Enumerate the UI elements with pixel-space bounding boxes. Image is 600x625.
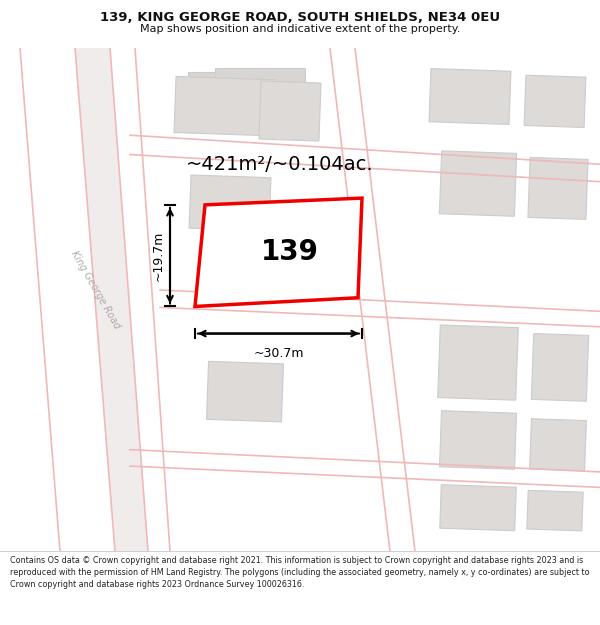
Bar [440, 411, 517, 469]
Text: Map shows position and indicative extent of the property.: Map shows position and indicative extent… [140, 24, 460, 34]
Bar [439, 151, 517, 216]
Polygon shape [75, 48, 148, 551]
Text: 139: 139 [261, 238, 319, 266]
Bar [527, 491, 583, 531]
Bar [206, 361, 284, 422]
Polygon shape [195, 198, 362, 306]
Polygon shape [210, 214, 321, 299]
Text: King George Road: King George Road [68, 249, 121, 331]
Bar [532, 334, 589, 401]
Bar [528, 158, 588, 219]
Bar [189, 175, 271, 231]
Bar [174, 76, 276, 136]
Bar [524, 75, 586, 128]
Bar [530, 419, 586, 471]
Bar [215, 69, 305, 115]
Text: ~421m²/~0.104ac.: ~421m²/~0.104ac. [186, 155, 374, 174]
Text: ~30.7m: ~30.7m [253, 347, 304, 360]
Text: 139, KING GEORGE ROAD, SOUTH SHIELDS, NE34 0EU: 139, KING GEORGE ROAD, SOUTH SHIELDS, NE… [100, 11, 500, 24]
Bar [429, 69, 511, 124]
Bar [259, 81, 321, 141]
Bar [438, 325, 518, 400]
Bar [440, 485, 516, 531]
Bar [187, 72, 283, 125]
Text: ~19.7m: ~19.7m [152, 231, 165, 281]
Text: Contains OS data © Crown copyright and database right 2021. This information is : Contains OS data © Crown copyright and d… [10, 556, 590, 589]
